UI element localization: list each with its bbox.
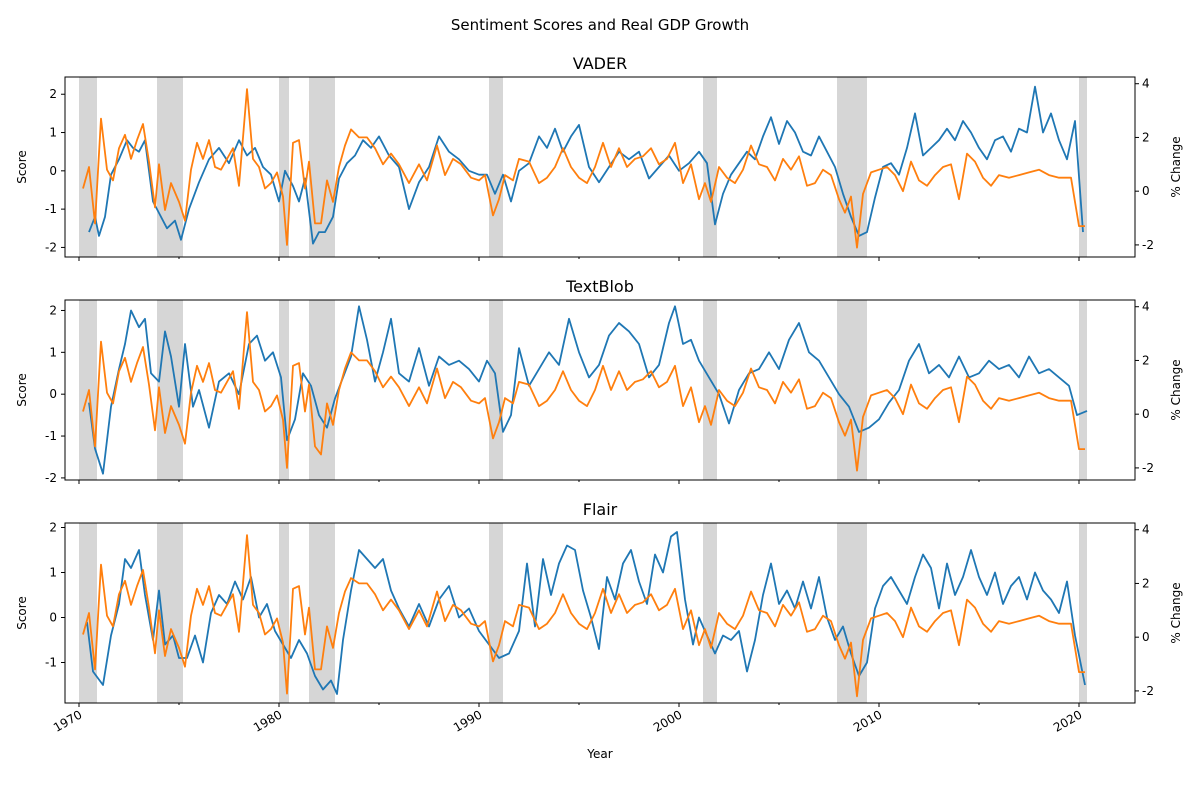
y-tick-label: 0: [49, 611, 57, 625]
panel-title: VADER: [573, 54, 627, 73]
y-tick-label: 0: [49, 164, 57, 178]
recession-band: [837, 77, 867, 257]
recession-band: [489, 77, 503, 257]
y2-tick-label: 2: [1142, 130, 1150, 144]
x-axis-label: Year: [586, 747, 612, 761]
y-tick-label: -1: [45, 429, 57, 443]
axes-frame: [64, 522, 1136, 704]
y2-axis-label: % Change: [1169, 136, 1183, 197]
y2-tick-label: 0: [1142, 184, 1150, 198]
y2-tick-label: 2: [1142, 353, 1150, 367]
y2-tick-label: -2: [1142, 684, 1154, 698]
recession-band: [1079, 523, 1087, 703]
recession-band: [703, 77, 717, 257]
y2-axis-label: % Change: [1169, 582, 1183, 643]
y2-tick-label: -2: [1142, 238, 1154, 252]
recession-band: [489, 300, 503, 480]
recession-band: [279, 523, 289, 703]
recession-band: [279, 300, 289, 480]
sentiment-score-line: [86, 531, 1086, 695]
recession-band: [489, 523, 503, 703]
chart-panel-vader: VADER -2 -1 0 1 2 -2 0 2 4 Score % Change: [15, 54, 1183, 261]
recession-band: [157, 77, 183, 257]
y-tick-label: 1: [49, 566, 57, 580]
y-tick-label: 1: [49, 345, 57, 359]
axes-frame: [64, 76, 1136, 258]
chart-panel-textblob: TextBlob -2 -1 0 1 2 -2 0 2 4 Score % Change: [15, 277, 1183, 485]
gdp-growth-line: [82, 534, 1085, 698]
recession-band: [1079, 300, 1087, 480]
y2-tick-label: 0: [1142, 407, 1150, 421]
y2-tick-label: 4: [1142, 77, 1150, 91]
y2-tick-label: 2: [1142, 576, 1150, 590]
recession-band: [279, 77, 289, 257]
panel-title: Flair: [583, 500, 618, 519]
recession-band: [157, 300, 183, 480]
y2-tick-label: -2: [1142, 461, 1154, 475]
y-tick-label: 1: [49, 126, 57, 140]
recession-band: [309, 523, 335, 703]
recession-band: [1079, 77, 1087, 257]
recession-band: [79, 300, 97, 480]
recession-band: [309, 77, 335, 257]
gdp-growth-line: [82, 311, 1085, 472]
y-axis-label: Score: [15, 150, 29, 184]
sentiment-score-line: [88, 85, 1084, 245]
y-axis-label: Score: [15, 596, 29, 630]
y2-tick-label: 4: [1142, 523, 1150, 537]
y2-tick-label: 0: [1142, 630, 1150, 644]
sentiment-score-line: [88, 305, 1088, 475]
y-tick-label: -2: [45, 240, 57, 254]
y2-tick-label: 4: [1142, 300, 1150, 314]
recession-band: [79, 77, 97, 257]
y-tick-label: 2: [49, 521, 57, 535]
y-axis-label: Score: [15, 373, 29, 407]
recession-band: [837, 300, 867, 480]
y-tick-label: -2: [45, 471, 57, 485]
recession-band: [703, 300, 717, 480]
figure-suptitle: Sentiment Scores and Real GDP Growth: [451, 16, 749, 34]
axes-frame: [64, 299, 1136, 481]
y-tick-label: -1: [45, 202, 57, 216]
panel-title: TextBlob: [565, 277, 634, 296]
recession-band: [837, 523, 867, 703]
gdp-growth-line: [82, 88, 1085, 249]
recession-band: [79, 523, 97, 703]
recession-band: [703, 523, 717, 703]
y-tick-label: 2: [49, 87, 57, 101]
y-tick-label: 2: [49, 303, 57, 317]
y2-axis-label: % Change: [1169, 359, 1183, 420]
y-tick-label: 0: [49, 387, 57, 401]
y-tick-label: -1: [45, 656, 57, 670]
